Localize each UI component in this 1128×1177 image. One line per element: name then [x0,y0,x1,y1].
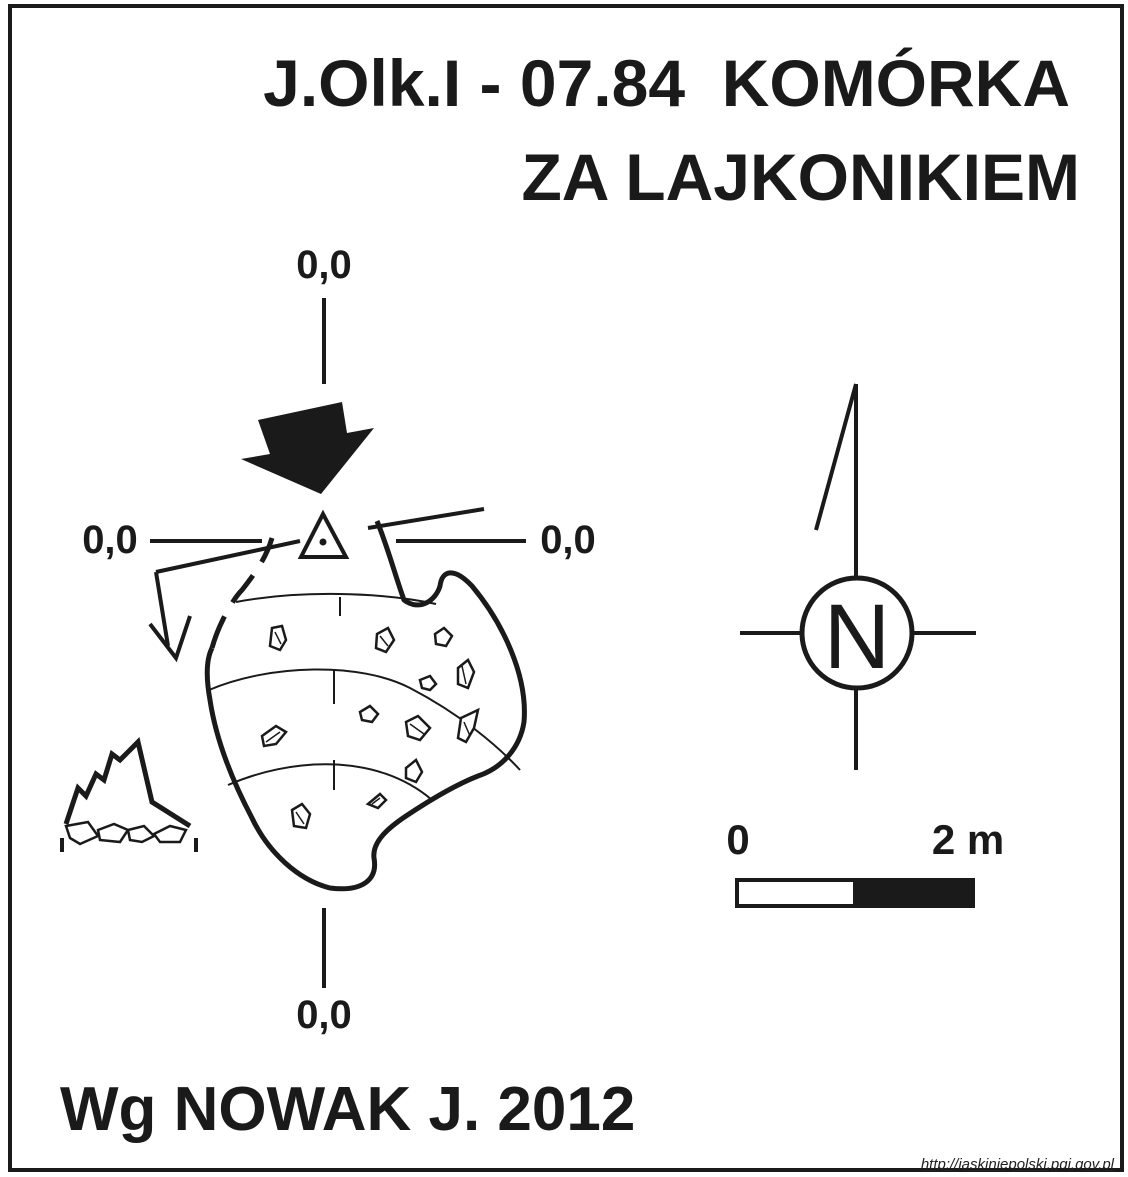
map-frame [8,4,1124,1172]
boulder [418,674,438,692]
datum-label-left: 0,0 [82,518,138,562]
cross-section-profile [60,737,198,852]
boulder-hatching [265,631,471,825]
scale-bar-white-segment [735,878,859,908]
boulders [260,624,480,830]
datum-cross [150,298,526,988]
datum-label-right: 0,0 [540,518,596,562]
contour-lines [208,592,521,801]
boulder [358,704,380,724]
survey-station-icon [297,509,350,559]
boulder [404,758,424,784]
boulder [433,626,454,648]
boulder [374,626,396,654]
boulder [404,714,432,742]
scale-bar [735,878,975,908]
scale-bar-black-segment [853,878,975,908]
title-line-2: ZA LAJKONIKIEM [521,140,1080,214]
drip-line [155,507,485,574]
cave-outline [204,520,527,892]
scale-label-start: 0 [726,816,749,863]
author-credit: Wg NOWAK J. 2012 [60,1075,635,1144]
scale-label-end: 2 m [932,816,1004,863]
entrance-arrow-icon [241,402,374,494]
boulder [290,802,312,830]
datum-label-top: 0,0 [296,243,352,287]
source-url-link[interactable]: http://jaskiniepolski.pgi.gov.pl [921,1156,1115,1173]
north-letter: N [824,586,890,688]
cave-wall-west-dashed [209,537,275,649]
datum-label-bottom: 0,0 [296,993,352,1037]
north-arrow [740,383,976,770]
title-line-1: J.Olk.I - 07.84 KOMÓRKA [263,46,1070,120]
boulder [456,707,480,744]
compass-ring [799,575,915,691]
continuation-arrow-icon [148,571,192,663]
cave-wall-east [204,520,527,892]
